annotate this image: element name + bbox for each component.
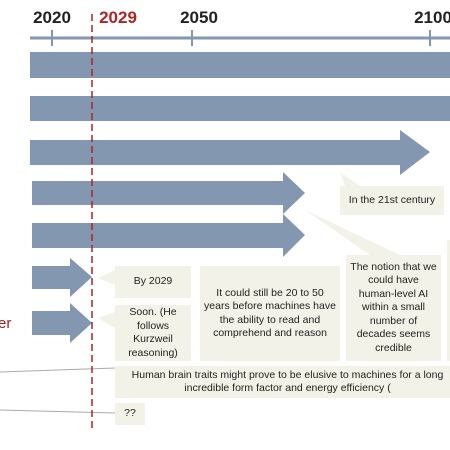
arrow [32, 258, 92, 297]
arrows [30, 52, 450, 343]
note: It could still be 20 to 50 years before … [200, 266, 340, 361]
arrow [30, 52, 450, 78]
arrow [30, 96, 450, 121]
note: Soon. (He follows Kurzweil reasoning) [115, 305, 191, 361]
note: By 2029 [115, 266, 191, 298]
arrow [32, 172, 305, 214]
pointer [98, 270, 115, 285]
year: 2050 [180, 8, 218, 27]
note [447, 240, 450, 361]
row-label: er [0, 315, 12, 332]
note: ?? [115, 403, 145, 425]
pointer [98, 312, 115, 328]
callout-pointers [98, 172, 400, 328]
arrow [32, 303, 92, 343]
note: The notion that we could have human-leve… [346, 255, 441, 361]
note: Human brain traits might prove to be elu… [115, 366, 450, 398]
pointer [305, 210, 400, 255]
note: In the 21st century [340, 186, 444, 215]
arrow [30, 130, 430, 175]
year: 2100 [414, 8, 450, 27]
connector [0, 367, 116, 373]
connector [0, 409, 116, 414]
year: 2020 [33, 8, 71, 27]
arrow [32, 214, 305, 257]
year: 2029 [99, 8, 137, 27]
pointer [340, 172, 360, 186]
